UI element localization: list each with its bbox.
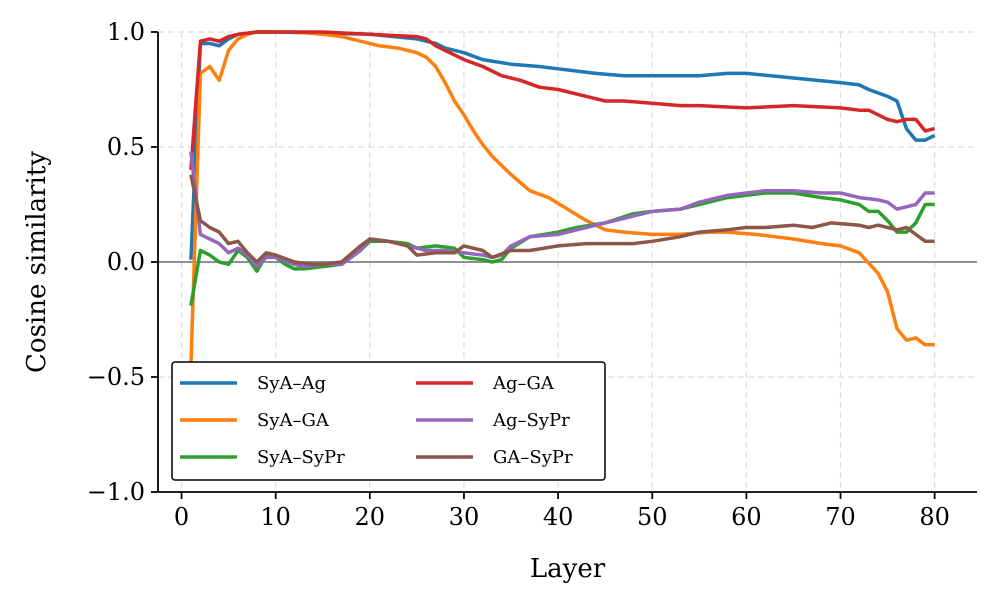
x-tick-label: 0 — [174, 503, 189, 531]
x-axis-title: Layer — [530, 554, 606, 584]
x-tick-label: 40 — [543, 503, 574, 531]
series-line-5 — [189, 174, 935, 267]
x-tick-label: 10 — [260, 503, 291, 531]
y-tick-label: 0.0 — [107, 248, 145, 276]
x-tick-label: 60 — [731, 503, 762, 531]
legend-label: SyA–GA — [257, 410, 330, 431]
y-tick-label: 0.5 — [107, 133, 145, 161]
series-line-4 — [189, 151, 935, 269]
series-lines — [189, 30, 936, 366]
y-tick-label: −0.5 — [87, 363, 145, 391]
x-axis-ticks: 0 10 20 30 40 50 60 70 80 — [174, 492, 950, 531]
x-tick-label: 30 — [449, 503, 480, 531]
series-line-3 — [189, 30, 936, 171]
legend-label: SyA–Ag — [257, 373, 326, 394]
x-tick-label: 80 — [919, 503, 950, 531]
y-axis-title: Cosine similarity — [22, 151, 52, 373]
legend-label: SyA–SyPr — [257, 447, 345, 468]
x-tick-label: 20 — [355, 503, 386, 531]
legend-label: GA–SyPr — [493, 447, 573, 468]
x-tick-label: 70 — [825, 503, 856, 531]
y-tick-label: 1.0 — [107, 18, 145, 46]
legend-box — [171, 361, 606, 481]
legend: SyA–Ag SyA–GA SyA–SyPr Ag–GA Ag–SyPr GA–SyPr — [171, 361, 606, 481]
legend-label: Ag–GA — [492, 373, 555, 394]
x-tick-label: 50 — [637, 503, 668, 531]
legend-label: Ag–SyPr — [492, 410, 570, 431]
series-line-2 — [189, 191, 935, 306]
y-axis-ticks: −1.0 −0.5 0.0 0.5 1.0 — [87, 18, 158, 506]
y-tick-label: −1.0 — [87, 478, 145, 506]
